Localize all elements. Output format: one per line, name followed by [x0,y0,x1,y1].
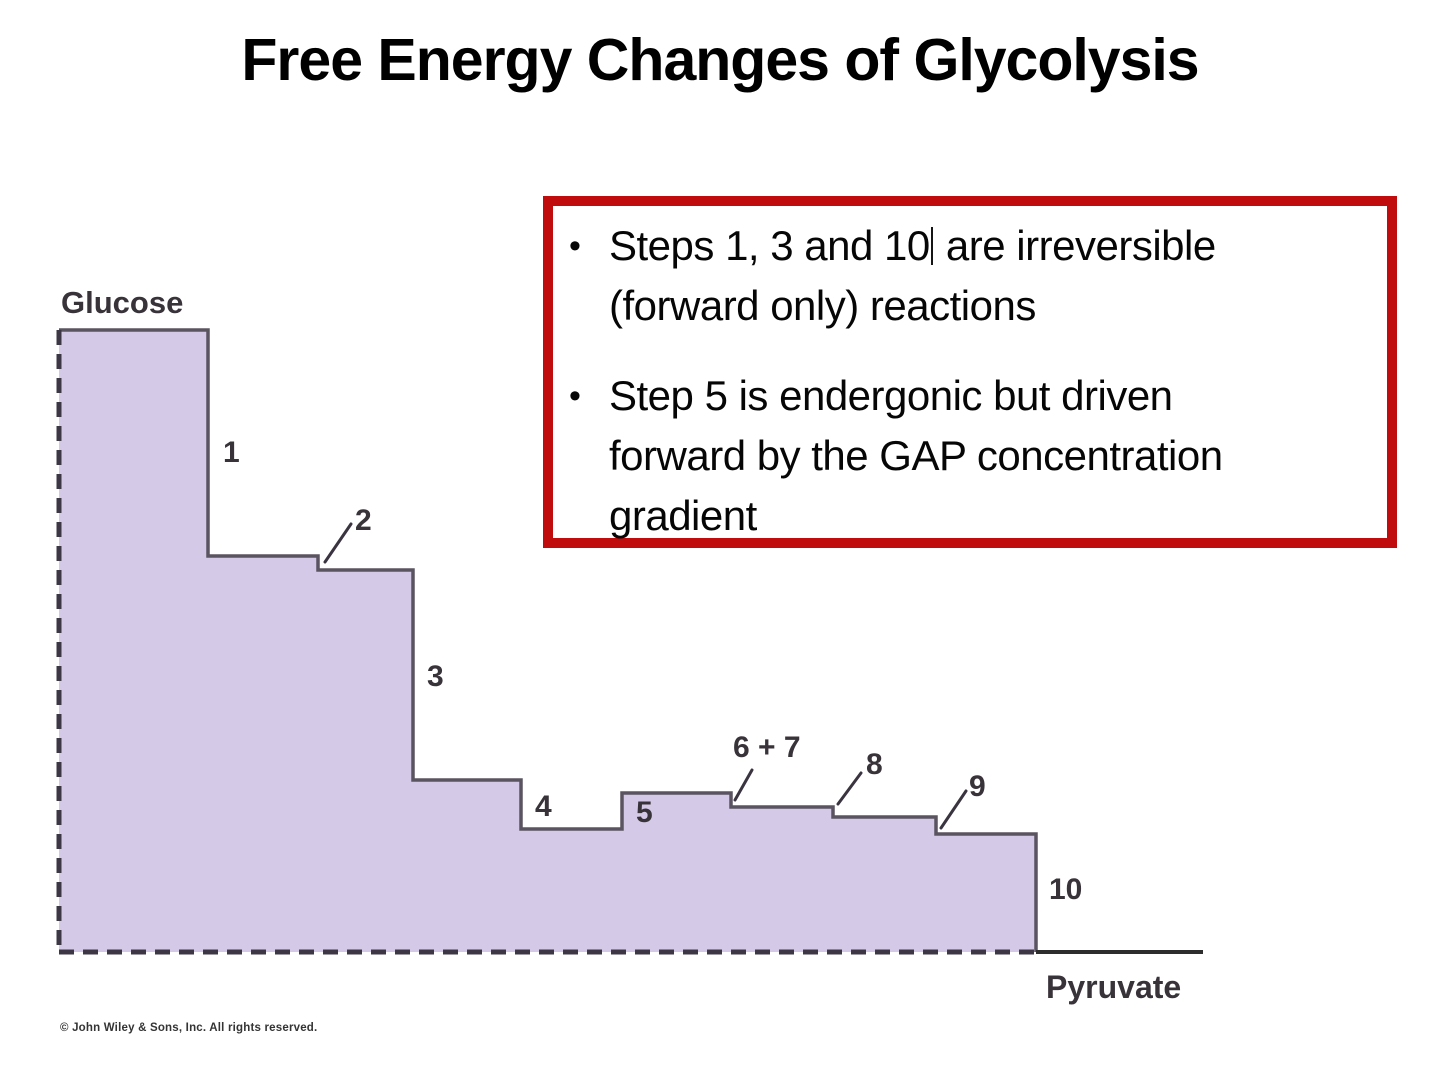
pyruvate-label: Pyruvate [1046,969,1181,1005]
callout-bullet-list: • Steps 1, 3 and 10 are irreversible (for… [553,216,1387,546]
bullet-marker: • [569,227,581,265]
pointer-step-8 [836,771,863,806]
callout-bullet-text: Steps 1, 3 and 10 are irreversible (forwa… [609,216,1216,336]
step-label-3: 3 [427,660,444,693]
callout-bullet-irreversible: • Steps 1, 3 and 10 are irreversible (for… [553,216,1387,336]
step-label-9: 9 [969,770,986,803]
pointer-step-9 [939,789,968,830]
glucose-label: Glucose [61,285,183,320]
step-label-8: 8 [866,748,883,781]
step-label-10: 10 [1049,873,1082,906]
energy-step-outline [59,328,1038,952]
text-cursor [930,227,933,265]
step-label-4: 4 [535,790,552,823]
bullet-marker: • [569,377,581,415]
step-label-1: 1 [223,436,240,469]
copyright-text: © John Wiley & Sons, Inc. All rights res… [60,1022,318,1034]
callout-bullet-endergonic: • Step 5 is endergonic but driven forward… [553,366,1387,546]
callout-box: • Steps 1, 3 and 10 are irreversible (for… [543,196,1397,548]
bullet-line: Steps 1, 3 and 10 are irreversible [609,222,1216,269]
page-title: Free Energy Changes of Glycolysis [241,27,1199,93]
step-label-6-7: 6 + 7 [733,731,801,764]
bullet-line: Step 5 is endergonic but driven [609,372,1173,419]
bullet-line: forward by the GAP concentration [609,432,1223,479]
bullet-line: (forward only) reactions [609,282,1036,329]
pointer-step-6-7 [733,768,754,802]
callout-bullet-text: Step 5 is endergonic but driven forward b… [609,366,1223,546]
step-label-5: 5 [636,796,653,829]
bullet-line: gradient [609,492,757,539]
pointer-step-2 [323,522,353,564]
energy-area [59,330,1036,952]
step-label-2: 2 [355,504,372,537]
